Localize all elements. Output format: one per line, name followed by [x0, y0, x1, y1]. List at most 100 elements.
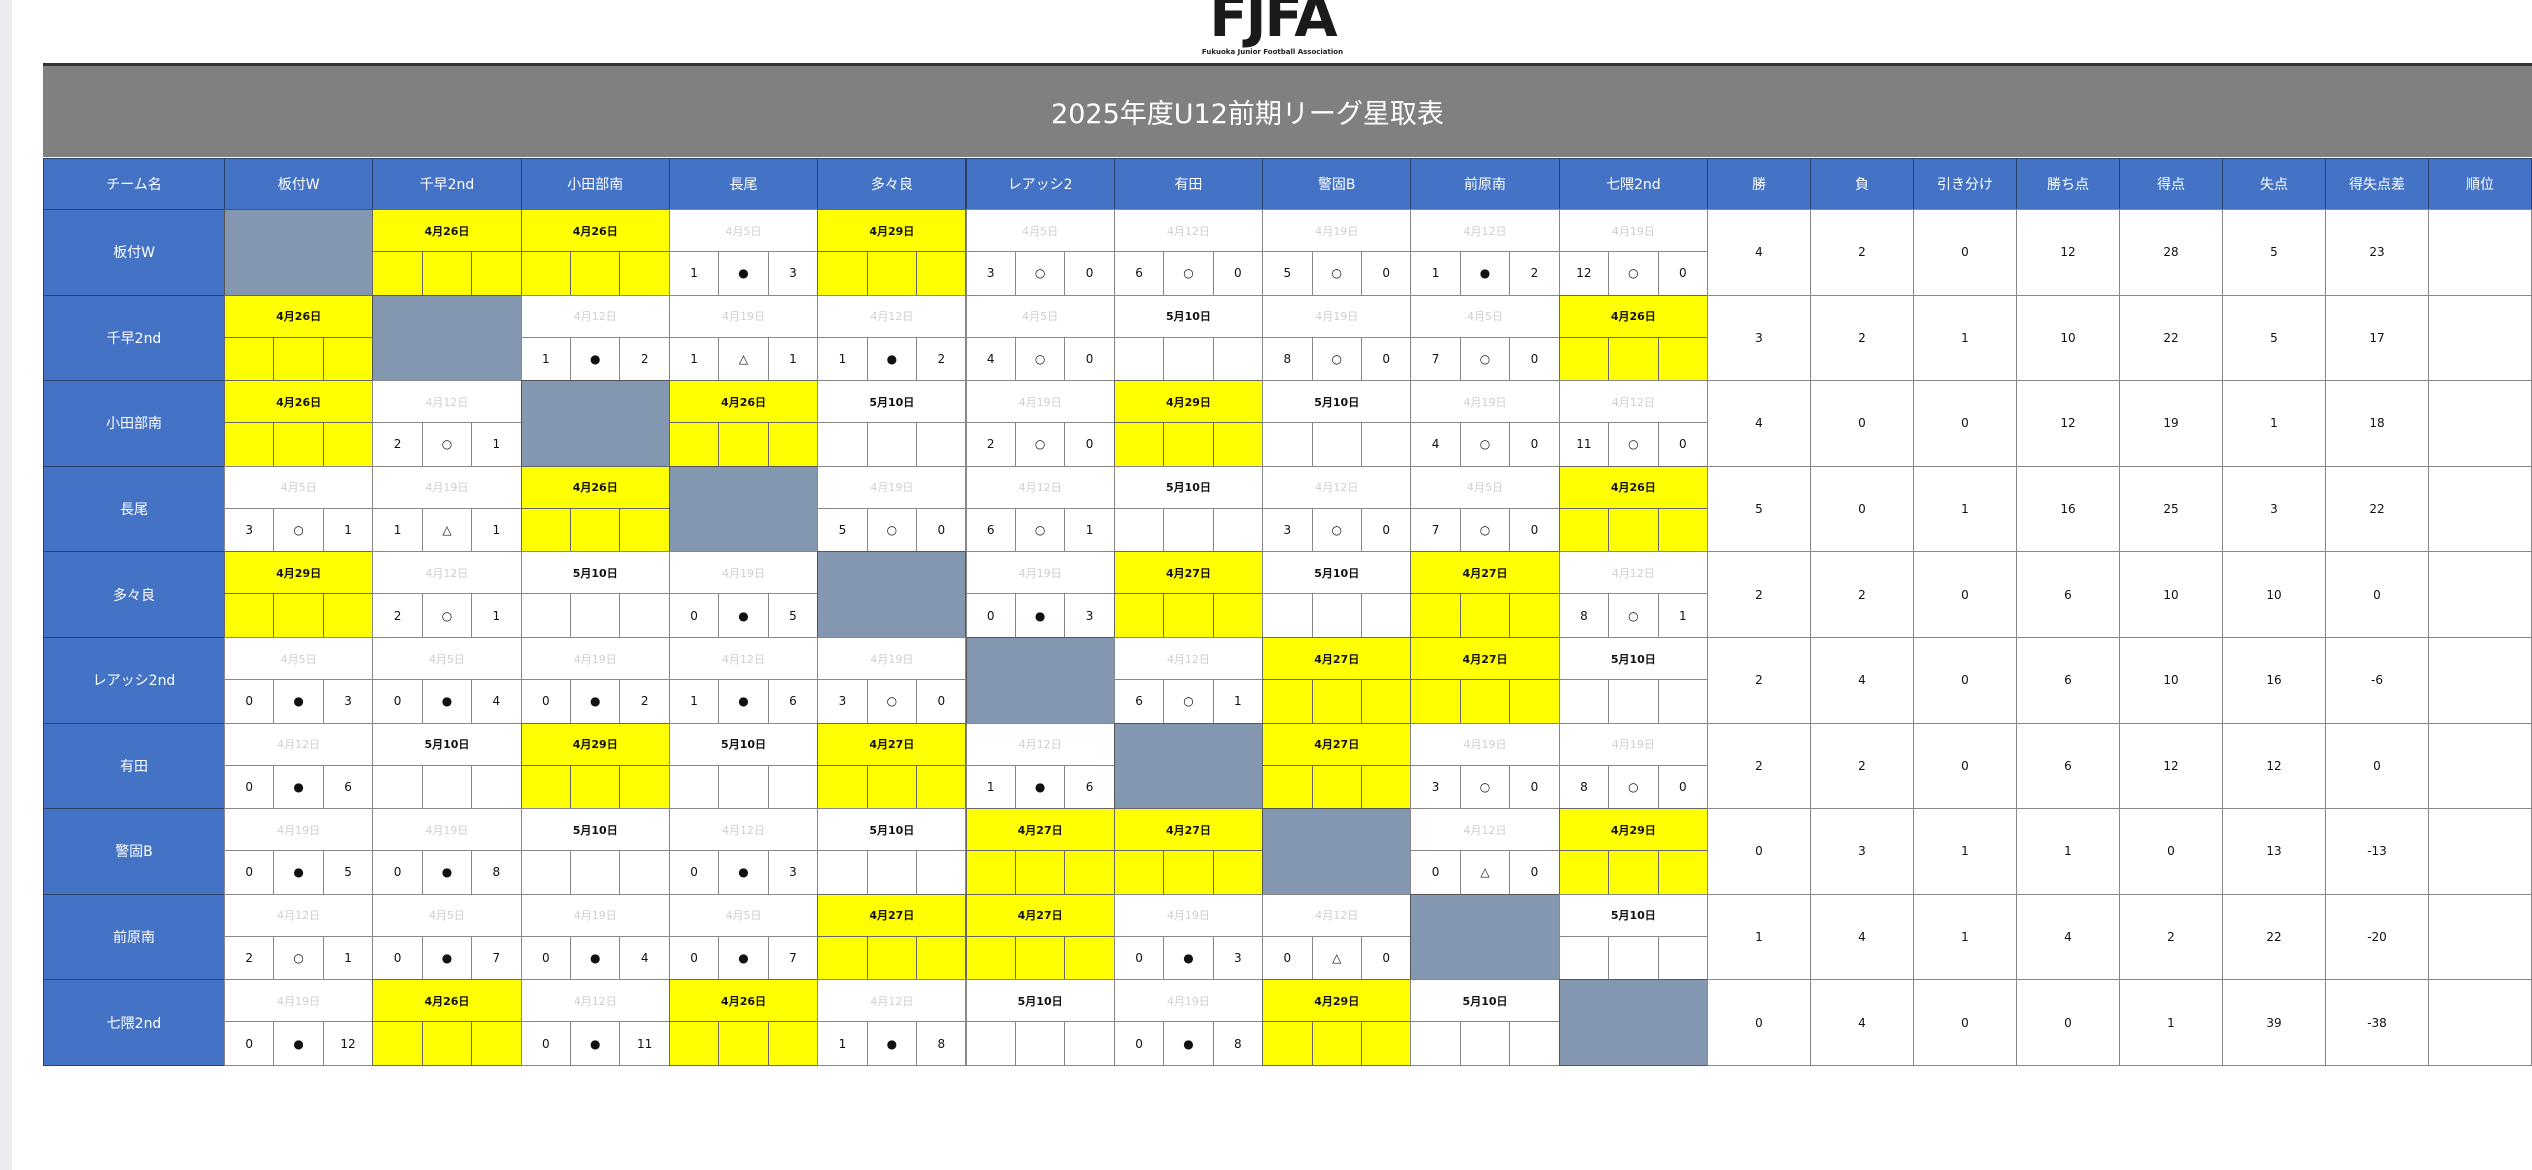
match-result-symbol: ○ — [1014, 336, 1066, 382]
match-date: 4月29日 — [224, 551, 374, 595]
goals-for: 3 — [224, 507, 275, 553]
goals-against: 3 — [1064, 593, 1115, 638]
stat-value: -38 — [2325, 979, 2429, 1066]
match-result-symbol — [570, 850, 621, 895]
goals-for — [1410, 593, 1461, 638]
stat-value: 4 — [1810, 979, 1914, 1066]
goals-against: 0 — [1212, 251, 1264, 296]
match-date: 5月10日 — [1262, 380, 1412, 424]
goals-against: 0 — [1509, 850, 1560, 895]
match-result-symbol: △ — [718, 336, 769, 382]
goals-against: 0 — [1360, 336, 1412, 382]
stat-value — [2428, 979, 2532, 1066]
header-opponent: 小田部南 — [520, 158, 670, 210]
stat-value: 16 — [2016, 465, 2120, 553]
stat-value: 1 — [2222, 380, 2326, 467]
goals-for — [668, 1021, 720, 1066]
match-result-symbol — [1163, 507, 1214, 553]
match-result-symbol: ● — [570, 1021, 621, 1066]
match-result-symbol — [421, 1021, 473, 1066]
match-result-symbol: ○ — [866, 679, 918, 724]
stat-value: 6 — [2016, 722, 2120, 810]
stat-value: 0 — [1810, 380, 1914, 467]
stat-value: 1 — [2119, 979, 2223, 1066]
match-result-symbol: ○ — [273, 935, 324, 981]
match-result-symbol: ● — [1163, 935, 1214, 981]
goals-against: 8 — [916, 1021, 967, 1066]
stat-value: 4 — [1810, 637, 1914, 724]
goals-for: 5 — [817, 507, 868, 553]
goals-for: 11 — [1558, 422, 1610, 467]
stat-value: 13 — [2222, 808, 2326, 895]
stat-value: 18 — [2325, 380, 2429, 467]
match-result-symbol: ○ — [1608, 593, 1659, 638]
stat-value: 10 — [2119, 637, 2223, 724]
goals-against — [1360, 679, 1412, 724]
match-result-symbol — [1608, 850, 1659, 895]
goals-for: 5 — [1262, 251, 1313, 296]
match-date: 4月19日 — [965, 380, 1115, 424]
match-date: 4月19日 — [1113, 893, 1264, 937]
team-name: 板付W — [43, 209, 225, 296]
goals-for: 7 — [1410, 507, 1461, 553]
stat-value — [2428, 294, 2532, 382]
goals-for — [1558, 507, 1610, 553]
header-stat: 引き分け — [1913, 158, 2017, 210]
stat-value: 3 — [2222, 465, 2326, 553]
match-result-symbol: ○ — [1163, 679, 1214, 724]
goals-for — [224, 422, 275, 467]
goals-against — [1657, 507, 1708, 553]
stat-value: 4 — [1707, 380, 1811, 467]
goals-for: 1 — [668, 251, 720, 296]
goals-for — [1262, 764, 1313, 810]
match-date: 5月10日 — [817, 808, 967, 852]
goals-against: 0 — [1657, 422, 1708, 467]
goals-against: 0 — [916, 507, 967, 553]
stat-value: -13 — [2325, 808, 2429, 895]
goals-against — [1657, 935, 1708, 981]
goals-against: 3 — [767, 850, 819, 895]
header-stat: 失点 — [2222, 158, 2326, 210]
goals-for — [668, 764, 720, 810]
stat-value: 10 — [2222, 551, 2326, 638]
goals-for: 0 — [224, 1021, 275, 1066]
self-match-cell — [224, 209, 374, 296]
match-date: 4月5日 — [1410, 465, 1560, 509]
team-name: 千早2nd — [43, 294, 225, 382]
stat-value: -6 — [2325, 637, 2429, 724]
match-date: 4月19日 — [817, 465, 967, 509]
stat-value: 2 — [1810, 722, 1914, 810]
stat-value: 25 — [2119, 465, 2223, 553]
stat-value: 10 — [2119, 551, 2223, 638]
match-date: 4月19日 — [1113, 979, 1264, 1023]
stat-value — [2428, 209, 2532, 296]
stat-value: 5 — [2222, 294, 2326, 382]
header-opponent: 多々良 — [817, 158, 967, 210]
goals-against: 1 — [1657, 593, 1708, 638]
goals-against: 1 — [322, 507, 374, 553]
page-title: 2025年度U12前期リーグ星取表 — [43, 63, 2532, 157]
goals-for: 0 — [224, 850, 275, 895]
match-result-symbol: ● — [570, 679, 621, 724]
goals-for: 1 — [817, 1021, 868, 1066]
match-date: 4月19日 — [965, 551, 1115, 595]
stat-value — [2428, 808, 2532, 895]
goals-for: 1 — [520, 336, 572, 382]
goals-for: 4 — [1410, 422, 1461, 467]
goals-for: 12 — [1558, 251, 1610, 296]
goals-against: 0 — [1657, 251, 1708, 296]
match-date: 4月12日 — [1113, 637, 1264, 680]
goals-for: 0 — [1113, 1021, 1165, 1066]
goals-for — [965, 935, 1016, 981]
goals-for — [1113, 422, 1165, 467]
match-result-symbol: ○ — [1608, 251, 1659, 296]
goals-against — [471, 1021, 522, 1066]
goals-against — [619, 764, 670, 810]
goals-for: 0 — [224, 764, 275, 810]
goals-against: 2 — [619, 336, 670, 382]
goals-against: 11 — [619, 1021, 670, 1066]
match-result-symbol: ○ — [1014, 507, 1066, 553]
match-result-symbol: ○ — [421, 593, 473, 638]
match-date: 4月27日 — [1410, 551, 1560, 595]
team-name: 小田部南 — [43, 380, 225, 467]
